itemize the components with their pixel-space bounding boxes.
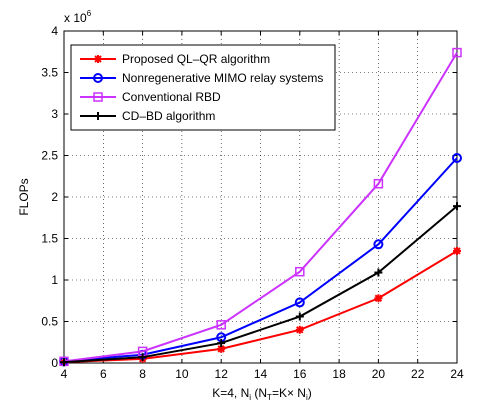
y-axis-ticks: 0 0.5 1 1.5 2 2.5 3 3.5 4: [41, 24, 457, 370]
legend-entry: Conventional RBD: [80, 90, 221, 104]
x-tick-label: 24: [450, 367, 464, 381]
plus-marker: [94, 112, 102, 120]
y-tick-label: 2.5: [41, 149, 58, 163]
legend-entry: CD–BD algorithm: [80, 109, 215, 123]
x-tick-label: 10: [175, 367, 189, 381]
series-group: [59, 47, 462, 367]
square-marker: [93, 92, 103, 102]
x-tick-label: 6: [100, 367, 107, 381]
plus-marker: [374, 268, 383, 277]
square-marker: [295, 266, 305, 277]
plus-marker: [138, 353, 147, 362]
y-tick-label: 2: [51, 190, 58, 204]
y-tick-label: 0: [51, 356, 58, 370]
x-tick-label: 22: [411, 367, 425, 381]
circle-marker: [452, 152, 462, 163]
x-tick-label: 18: [332, 367, 346, 381]
series-line: [63, 157, 458, 363]
legend-label: Nonregenerative MIMO relay systems: [122, 71, 323, 85]
y-axis-label: FLOPs: [17, 178, 31, 215]
legend-label: CD–BD algorithm: [122, 109, 215, 123]
y-tick-label: 3: [51, 107, 58, 121]
series-4: [60, 202, 461, 367]
plus-marker: [295, 312, 304, 321]
legend-entry: Proposed QL–QR algorithm: [80, 52, 270, 66]
series-line: [63, 205, 458, 364]
y-axis-multiplier: x 106: [64, 9, 92, 25]
series-line: [63, 52, 458, 363]
plus-marker: [60, 358, 68, 367]
x-tick-label: 8: [139, 367, 146, 381]
circle-marker: [294, 297, 305, 308]
circle-marker: [373, 239, 384, 250]
asterisk-marker: [295, 325, 304, 334]
legend: Proposed QL–QR algorithm Nonregenerative …: [70, 44, 336, 131]
asterisk-marker: [374, 294, 383, 303]
series-line: [63, 250, 458, 364]
plus-marker: [217, 339, 226, 348]
x-tick-label: 14: [254, 367, 268, 381]
x-axis-label: K=4, Ni (NT=K× Ni): [212, 386, 312, 402]
y-tick-label: 4: [51, 24, 58, 38]
circle-marker: [93, 73, 103, 83]
square-marker: [216, 320, 226, 330]
legend-label: Proposed QL–QR algorithm: [122, 52, 270, 66]
y-tick-label: 1: [51, 273, 58, 287]
x-tick-label: 4: [61, 367, 68, 381]
asterisk-marker: [453, 246, 461, 255]
x-tick-label: 16: [293, 367, 307, 381]
legend-entry: Nonregenerative MIMO relay systems: [80, 71, 323, 85]
y-tick-label: 3.5: [41, 66, 58, 80]
x-tick-label: 12: [215, 367, 229, 381]
plus-marker: [453, 202, 461, 211]
x-tick-label: 20: [372, 367, 386, 381]
square-marker: [373, 178, 384, 189]
y-tick-label: 0.5: [41, 315, 58, 329]
square-marker: [452, 47, 462, 58]
legend-label: Conventional RBD: [122, 90, 221, 104]
asterisk-marker: [94, 55, 102, 63]
y-tick-label: 1.5: [41, 232, 58, 246]
